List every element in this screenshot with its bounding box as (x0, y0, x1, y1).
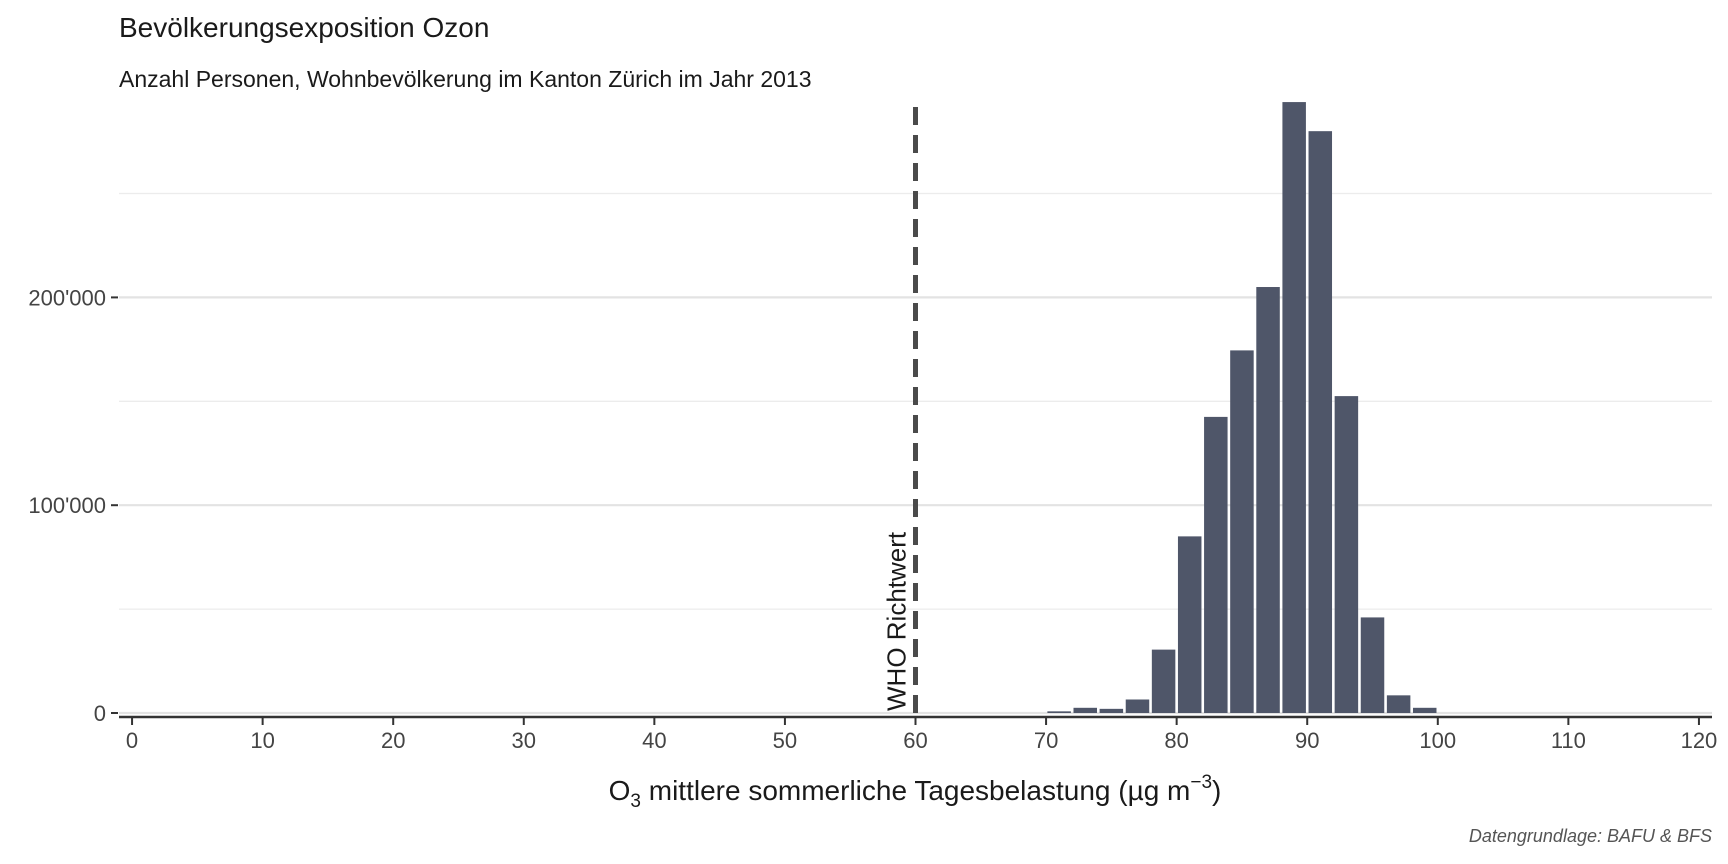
bar (1360, 617, 1385, 713)
x-tick-label: 50 (773, 728, 797, 753)
bar (1386, 695, 1411, 713)
y-tick-label: 100'000 (28, 493, 106, 518)
x-tick-label: 10 (250, 728, 274, 753)
x-tick-label: 20 (381, 728, 405, 753)
chart-subtitle: Anzahl Personen, Wohnbevölkerung im Kant… (119, 66, 812, 92)
x-tick-label: 40 (642, 728, 666, 753)
x-tick-label: 110 (1551, 728, 1586, 753)
bar (1412, 707, 1437, 713)
bar (1073, 707, 1097, 713)
caption: Datengrundlage: BAFU & BFS (1468, 826, 1712, 846)
bar (1125, 699, 1150, 713)
bar (1334, 396, 1359, 713)
x-tick-label: 70 (1034, 728, 1058, 753)
bar (1282, 102, 1306, 714)
x-tick-label: 90 (1295, 728, 1319, 753)
bar (1230, 350, 1254, 713)
axes: 0 10 20 30 40 50 60 70 80 90 100 110 120 0 100'000 200'… (28, 285, 1717, 753)
bar (1151, 649, 1176, 713)
x-tick-label: 100 (1419, 728, 1456, 753)
bar (1099, 708, 1124, 713)
x-tick-label: 30 (512, 728, 536, 753)
x-tick-label: 120 (1681, 728, 1718, 753)
x-tick-label: 0 (126, 728, 138, 753)
y-tick-label: 200'000 (28, 285, 106, 310)
bar (1256, 287, 1280, 713)
x-axis-label: O3 mittlere sommerliche Tagesbelastung (… (609, 772, 1222, 812)
bars (1047, 102, 1437, 714)
bar (1047, 711, 1071, 713)
x-tick-label: 80 (1164, 728, 1188, 753)
bar (1308, 131, 1333, 713)
who-reference-label: WHO Richtwert (882, 531, 912, 711)
bar (1177, 536, 1202, 713)
y-tick-label: 0 (94, 701, 106, 726)
x-tick-label: 60 (903, 728, 927, 753)
reference-line-group: WHO Richtwert (882, 107, 918, 713)
chart-title: Bevölkerungsexposition Ozon (119, 12, 490, 43)
bar (1204, 416, 1228, 713)
